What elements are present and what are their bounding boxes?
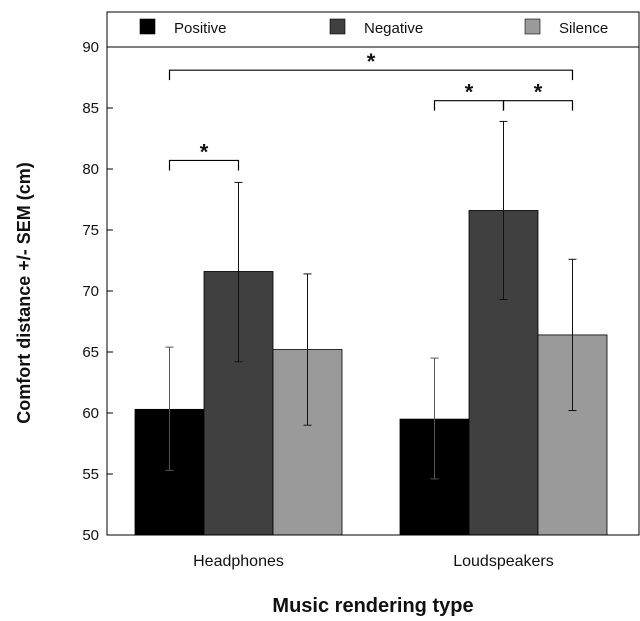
legend: Positive Negative Silence xyxy=(139,18,608,37)
significance-layer: * * * * xyxy=(168,49,574,171)
y-tick-label: 80 xyxy=(82,161,99,178)
legend-item: Silence xyxy=(524,18,608,37)
significance-star: * xyxy=(534,80,543,105)
significance-star: * xyxy=(200,139,209,164)
legend-item: Negative xyxy=(329,18,423,37)
bars-layer xyxy=(134,210,608,536)
x-axis: Headphones Loudspeakers xyxy=(193,553,554,570)
y-tick-label: 75 xyxy=(82,222,99,239)
legend-swatch xyxy=(139,18,156,35)
y-tick-label: 55 xyxy=(82,466,99,483)
error-bar xyxy=(165,346,174,471)
error-bar xyxy=(303,273,312,426)
x-axis-title: Music rendering type xyxy=(272,595,473,617)
y-axis: 50 55 60 65 70 75 80 85 90 xyxy=(82,39,113,544)
error-bar xyxy=(499,120,508,301)
legend-item: Positive xyxy=(139,18,227,37)
y-tick-label: 70 xyxy=(82,283,99,300)
legend-swatch xyxy=(329,18,346,35)
y-tick-label: 65 xyxy=(82,344,99,361)
bracket-line xyxy=(168,159,240,171)
legend-label: Negative xyxy=(364,20,423,37)
significance-star: * xyxy=(367,49,376,74)
significance-star: * xyxy=(465,80,474,105)
plot-frame xyxy=(106,11,640,536)
y-axis-title: Comfort distance +/- SEM (cm) xyxy=(14,162,34,424)
error-bar xyxy=(234,181,243,363)
significance-bracket: * xyxy=(168,139,240,171)
error-bar xyxy=(568,258,577,412)
error-bar xyxy=(430,357,439,480)
legend-swatch xyxy=(524,18,541,35)
significance-bracket: * xyxy=(433,80,505,111)
y-tick-label: 60 xyxy=(82,405,99,422)
y-tick-label: 85 xyxy=(82,100,99,117)
x-tick-label: Headphones xyxy=(193,553,284,570)
error-bars-layer xyxy=(165,120,577,480)
y-tick-label: 90 xyxy=(82,39,99,56)
significance-bracket: * xyxy=(502,80,574,111)
legend-label: Positive xyxy=(174,20,227,37)
y-tick-label: 50 xyxy=(82,527,99,544)
significance-bracket: * xyxy=(168,49,574,81)
legend-label: Silence xyxy=(559,20,608,37)
bracket-line xyxy=(168,69,574,81)
bracket-line xyxy=(502,100,574,111)
x-tick-label: Loudspeakers xyxy=(453,553,554,570)
